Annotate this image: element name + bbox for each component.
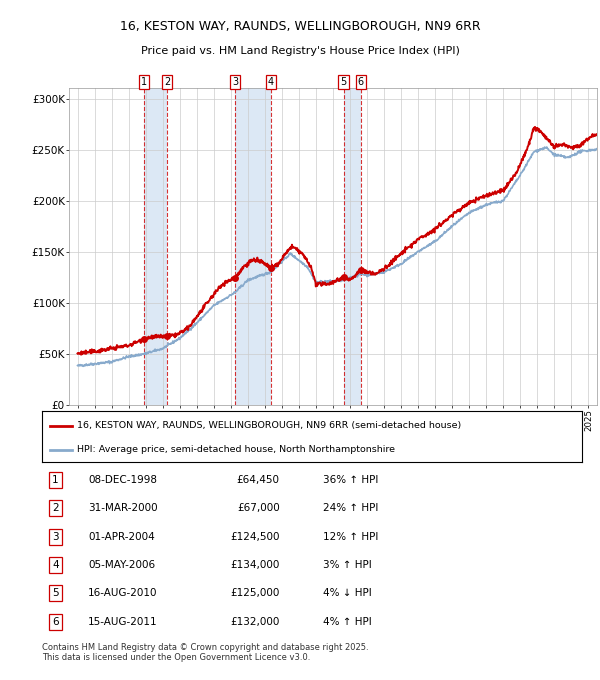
Text: 5: 5 bbox=[52, 588, 59, 598]
Text: 1: 1 bbox=[52, 475, 59, 485]
Bar bbox=[145, 88, 167, 405]
Text: £64,450: £64,450 bbox=[236, 475, 280, 485]
Text: 16-AUG-2010: 16-AUG-2010 bbox=[88, 588, 157, 598]
Text: Contains HM Land Registry data © Crown copyright and database right 2025.
This d: Contains HM Land Registry data © Crown c… bbox=[42, 643, 368, 662]
Text: £67,000: £67,000 bbox=[237, 503, 280, 513]
Text: 12% ↑ HPI: 12% ↑ HPI bbox=[323, 532, 378, 542]
Text: 1: 1 bbox=[142, 77, 148, 87]
Text: £132,000: £132,000 bbox=[230, 617, 280, 627]
Text: 05-MAY-2006: 05-MAY-2006 bbox=[88, 560, 155, 570]
Text: 4: 4 bbox=[52, 560, 59, 570]
Text: 3: 3 bbox=[232, 77, 238, 87]
Text: 6: 6 bbox=[52, 617, 59, 627]
Text: £125,000: £125,000 bbox=[230, 588, 280, 598]
Text: 2: 2 bbox=[52, 503, 59, 513]
Text: 5: 5 bbox=[340, 77, 347, 87]
Bar bbox=[235, 88, 271, 405]
Text: 08-DEC-1998: 08-DEC-1998 bbox=[88, 475, 157, 485]
Text: 4: 4 bbox=[268, 77, 274, 87]
Text: £124,500: £124,500 bbox=[230, 532, 280, 542]
Text: 31-MAR-2000: 31-MAR-2000 bbox=[88, 503, 158, 513]
Bar bbox=[344, 88, 361, 405]
Text: 24% ↑ HPI: 24% ↑ HPI bbox=[323, 503, 378, 513]
Text: 36% ↑ HPI: 36% ↑ HPI bbox=[323, 475, 378, 485]
Text: 16, KESTON WAY, RAUNDS, WELLINGBOROUGH, NN9 6RR: 16, KESTON WAY, RAUNDS, WELLINGBOROUGH, … bbox=[119, 20, 481, 33]
Text: 4% ↓ HPI: 4% ↓ HPI bbox=[323, 588, 371, 598]
Text: HPI: Average price, semi-detached house, North Northamptonshire: HPI: Average price, semi-detached house,… bbox=[77, 445, 395, 454]
Text: 4% ↑ HPI: 4% ↑ HPI bbox=[323, 617, 371, 627]
Text: 2: 2 bbox=[164, 77, 170, 87]
Text: 01-APR-2004: 01-APR-2004 bbox=[88, 532, 155, 542]
Text: 15-AUG-2011: 15-AUG-2011 bbox=[88, 617, 158, 627]
Text: Price paid vs. HM Land Registry's House Price Index (HPI): Price paid vs. HM Land Registry's House … bbox=[140, 46, 460, 56]
Text: 3: 3 bbox=[52, 532, 59, 542]
Text: 16, KESTON WAY, RAUNDS, WELLINGBOROUGH, NN9 6RR (semi-detached house): 16, KESTON WAY, RAUNDS, WELLINGBOROUGH, … bbox=[77, 421, 461, 430]
Text: £134,000: £134,000 bbox=[230, 560, 280, 570]
Text: 6: 6 bbox=[358, 77, 364, 87]
Text: 3% ↑ HPI: 3% ↑ HPI bbox=[323, 560, 371, 570]
